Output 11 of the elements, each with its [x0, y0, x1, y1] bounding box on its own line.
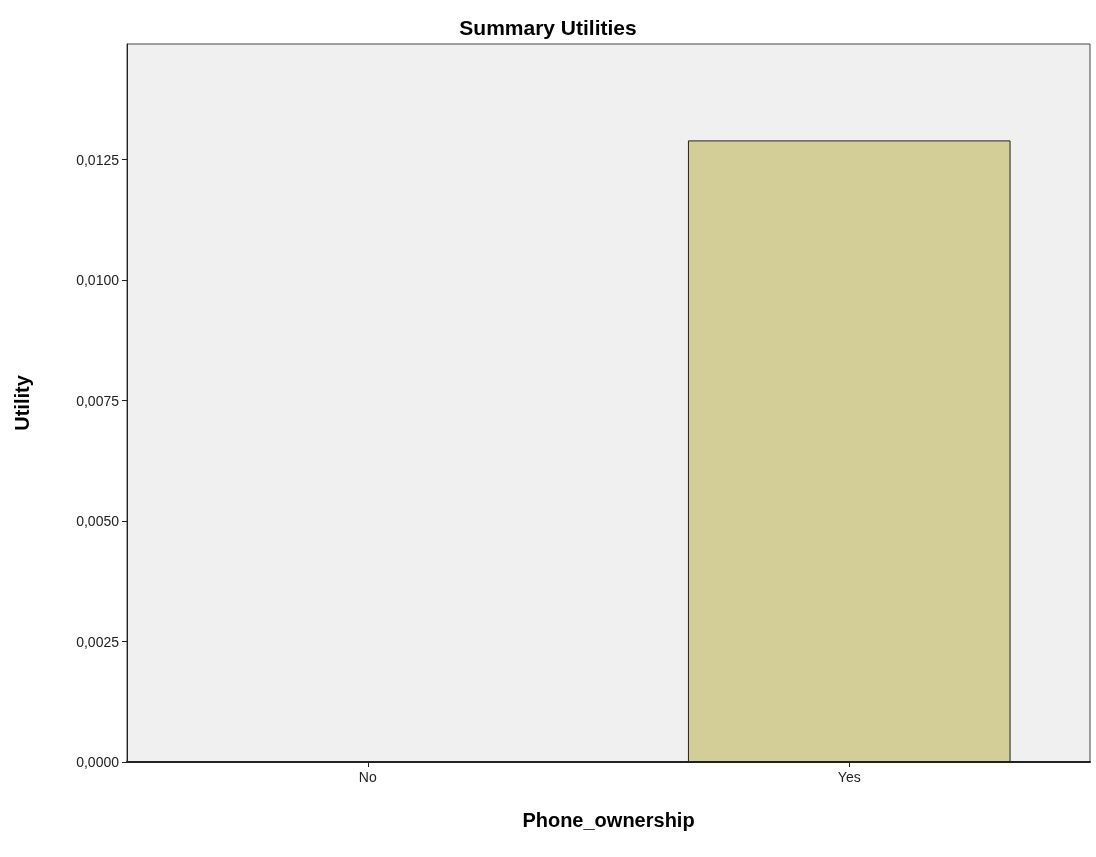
y-tick-label: 0,0075 [76, 392, 120, 409]
y-tick-label: 0,0050 [76, 513, 120, 530]
x-tick-label: No [358, 769, 377, 785]
x-axis-title: Phone_ownership [522, 809, 695, 831]
y-axis-title: Utility [11, 374, 33, 431]
y-tick-label: 0,0000 [76, 754, 120, 770]
x-tick-label: Yes [837, 769, 861, 785]
chart-title: Summary Utilities [459, 16, 637, 39]
y-tick-label: 0,0025 [76, 633, 120, 650]
y-tick-label: 0,0100 [76, 272, 120, 289]
y-tick-label: 0,0125 [76, 151, 120, 168]
